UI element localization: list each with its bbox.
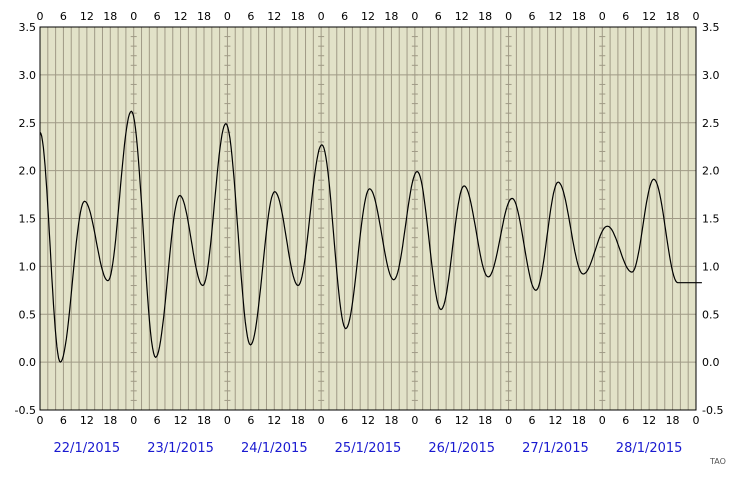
x-tick-label-top: 12	[361, 10, 375, 23]
x-tick-label-bottom: 0	[693, 414, 700, 427]
x-tick-label-bottom: 0	[37, 414, 44, 427]
x-tick-label-bottom: 18	[291, 414, 305, 427]
x-tick-label-bottom: 12	[455, 414, 469, 427]
x-tick-label-bottom: 6	[341, 414, 348, 427]
x-tick-label-top: 0	[505, 10, 512, 23]
y-tick-label-right: 1.0	[702, 260, 720, 273]
y-tick-label-right: 2.5	[702, 117, 720, 130]
x-tick-label-top: 6	[529, 10, 536, 23]
y-tick-label-right: 0.5	[702, 308, 720, 321]
x-tick-label-top: 6	[435, 10, 442, 23]
x-tick-label-bottom: 18	[666, 414, 680, 427]
x-tick-label-bottom: 0	[599, 414, 606, 427]
y-tick-label-left: 1.0	[19, 260, 37, 273]
date-label: 22/1/2015	[54, 441, 121, 456]
x-tick-label-top: 6	[247, 10, 254, 23]
x-tick-label-top: 0	[37, 10, 44, 23]
x-tick-label-top: 6	[60, 10, 67, 23]
x-tick-label-top: 12	[174, 10, 188, 23]
x-tick-label-top: 18	[103, 10, 117, 23]
date-label: 28/1/2015	[616, 441, 683, 456]
y-tick-label-left: 3.0	[19, 69, 37, 82]
x-tick-label-bottom: 0	[318, 414, 325, 427]
date-label: 23/1/2015	[147, 441, 214, 456]
y-tick-label-right: -0.5	[702, 404, 723, 417]
x-tick-label-top: 18	[384, 10, 398, 23]
x-tick-label-bottom: 6	[529, 414, 536, 427]
x-tick-label-top: 18	[197, 10, 211, 23]
x-tick-label-top: 0	[599, 10, 606, 23]
y-tick-label-left: 0.5	[19, 308, 37, 321]
x-tick-label-top: 18	[478, 10, 492, 23]
x-tick-label-bottom: 0	[411, 414, 418, 427]
x-tick-label-bottom: 12	[80, 414, 94, 427]
x-axis-bottom: 0 6 12 18 0 6 12 18 0 6 12 18 0 6 12 18 0 6 12 18 0 6 12 18 0 6 12…	[37, 414, 700, 427]
date-label: 25/1/2015	[335, 441, 402, 456]
x-tick-label-bottom: 6	[60, 414, 67, 427]
y-tick-label-left: 2.5	[19, 117, 37, 130]
x-tick-label-top: 0	[411, 10, 418, 23]
x-tick-label-top: 18	[291, 10, 305, 23]
y-axis-right: -0.5 0.0 0.5 1.0 1.5 2.0 2.5 3.0 3.5	[702, 21, 723, 417]
x-tick-label-bottom: 12	[267, 414, 281, 427]
x-tick-label-bottom: 12	[361, 414, 375, 427]
x-tick-label-top: 18	[572, 10, 586, 23]
date-label: 27/1/2015	[522, 441, 589, 456]
x-tick-label-top: 6	[622, 10, 629, 23]
plot-border	[39, 26, 697, 411]
date-label: 26/1/2015	[428, 441, 495, 456]
x-tick-label-bottom: 18	[478, 414, 492, 427]
date-labels: 22/1/2015 23/1/2015 24/1/2015 25/1/2015 26/1…	[54, 441, 683, 456]
x-tick-label-bottom: 12	[642, 414, 656, 427]
y-tick-label-right: 2.0	[702, 165, 720, 178]
x-tick-label-top: 18	[666, 10, 680, 23]
y-tick-label-left: 3.5	[19, 21, 37, 34]
x-tick-label-top: 0	[693, 10, 700, 23]
x-tick-label-top: 12	[642, 10, 656, 23]
y-tick-label-right: 3.0	[702, 69, 720, 82]
y-tick-label-left: 0.0	[19, 356, 37, 369]
x-tick-label-bottom: 6	[247, 414, 254, 427]
x-tick-label-top: 12	[80, 10, 94, 23]
x-tick-label-bottom: 6	[622, 414, 629, 427]
x-tick-label-top: 6	[341, 10, 348, 23]
x-axis-top: 0 6 12 18 0 6 12 18 0 6 12 18 0 6 12 18 0 6 12 18 0 6 12 18 0 6 12…	[37, 10, 700, 23]
x-tick-label-top: 12	[548, 10, 562, 23]
x-tick-label-top: 6	[154, 10, 161, 23]
x-tick-label-bottom: 18	[197, 414, 211, 427]
x-tick-label-top: 0	[130, 10, 137, 23]
series-line	[39, 110, 702, 363]
y-tick-label-left: 2.0	[19, 165, 37, 178]
x-tick-label-bottom: 0	[224, 414, 231, 427]
x-tick-label-bottom: 18	[103, 414, 117, 427]
y-tick-label-right: 3.5	[702, 21, 720, 34]
credit-text: TAO	[709, 457, 726, 466]
x-tick-label-top: 12	[455, 10, 469, 23]
date-label: 24/1/2015	[241, 441, 308, 456]
y-tick-label-right: 1.5	[702, 213, 720, 226]
y-tick-label-left: 1.5	[19, 213, 37, 226]
x-tick-label-bottom: 12	[174, 414, 188, 427]
x-tick-label-bottom: 12	[548, 414, 562, 427]
day-minor-ticks	[130, 36, 606, 401]
x-tick-label-bottom: 6	[435, 414, 442, 427]
y-tick-label-left: -0.5	[15, 404, 36, 417]
y-axis-left: -0.5 0.0 0.5 1.0 1.5 2.0 2.5 3.0 3.5	[15, 21, 36, 417]
x-tick-label-bottom: 0	[505, 414, 512, 427]
x-tick-label-top: 0	[318, 10, 325, 23]
x-tick-label-bottom: 18	[384, 414, 398, 427]
y-tick-label-right: 0.0	[702, 356, 720, 369]
x-tick-label-bottom: 18	[572, 414, 586, 427]
x-tick-label-top: 0	[224, 10, 231, 23]
x-tick-label-top: 12	[267, 10, 281, 23]
x-tick-label-bottom: 0	[130, 414, 137, 427]
x-tick-label-bottom: 6	[154, 414, 161, 427]
